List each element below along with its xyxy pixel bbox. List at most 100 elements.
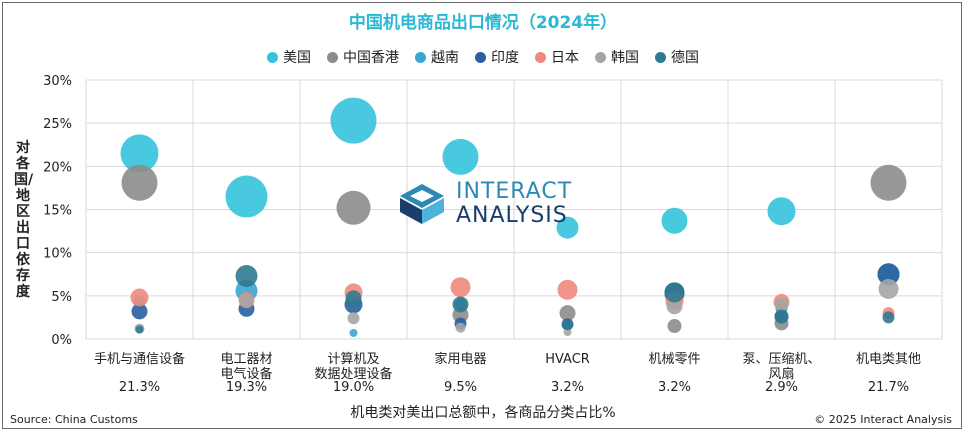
x-category-label-line: 手机与通信设备 bbox=[94, 351, 185, 367]
x-axis-label: 机电类对美出口总额中，各商品分类占比% bbox=[350, 405, 616, 421]
bubble-point bbox=[664, 282, 685, 303]
x-category-label: 电工器材电气设备 bbox=[220, 352, 272, 382]
logo-text: INTERACT ANALYSIS bbox=[456, 180, 572, 228]
legend-label: 中国香港 bbox=[343, 50, 399, 66]
logo-line2: ANALYSIS bbox=[456, 203, 568, 228]
bubble-point bbox=[131, 303, 148, 320]
bubble-point bbox=[559, 305, 576, 322]
legend-item: 中国香港 bbox=[327, 47, 399, 67]
bubble-point bbox=[452, 296, 469, 313]
x-category-label-line: 电气设备 bbox=[220, 366, 272, 382]
logo-icon bbox=[400, 184, 444, 224]
legend-label: 印度 bbox=[491, 50, 519, 66]
legend-item: 日本 bbox=[535, 47, 579, 67]
copyright-text: © 2025 Interact Analysis bbox=[814, 413, 952, 426]
bubble-point bbox=[767, 197, 796, 226]
legend-label: 美国 bbox=[283, 50, 311, 66]
legend-item: 印度 bbox=[475, 47, 519, 67]
legend-swatch bbox=[267, 51, 278, 63]
x-category-label-line: 电工器材 bbox=[220, 352, 272, 367]
y-tick-label: 25% bbox=[43, 117, 72, 132]
x-category-label-line: HVACR bbox=[545, 352, 590, 367]
legend-label: 德国 bbox=[671, 50, 699, 66]
x-category-label-line: 数据处理设备 bbox=[314, 366, 392, 382]
x-category-share: 9.5% bbox=[444, 380, 477, 395]
legend-item: 德国 bbox=[655, 47, 699, 67]
bubble-point bbox=[557, 279, 578, 300]
x-category-label-line: 泵、压缩机、 bbox=[742, 351, 820, 367]
y-tick-label: 20% bbox=[43, 160, 72, 175]
legend-swatch bbox=[327, 51, 338, 63]
legend-swatch bbox=[535, 51, 546, 63]
bubble-point bbox=[455, 322, 466, 333]
bubble-point bbox=[330, 97, 377, 144]
x-category-label-line: 风扇 bbox=[768, 366, 794, 382]
x-category-share: 3.2% bbox=[658, 380, 691, 395]
bubble-point bbox=[556, 216, 579, 239]
x-category-share: 21.7% bbox=[868, 380, 909, 395]
legend-item: 越南 bbox=[415, 47, 459, 67]
bubble-point bbox=[878, 278, 899, 299]
y-tick-label: 0% bbox=[51, 333, 72, 348]
x-category-label: 家用电器 bbox=[434, 351, 486, 367]
bubble-point bbox=[235, 264, 258, 287]
bubble-point bbox=[870, 164, 907, 201]
x-category-label-line: 机电类其他 bbox=[856, 352, 921, 367]
bubble-point bbox=[774, 297, 789, 312]
legend-swatch bbox=[595, 51, 606, 63]
logo-line1: INTERACT bbox=[456, 179, 573, 204]
bubble-point bbox=[442, 138, 479, 175]
y-tick-label: 10% bbox=[43, 247, 72, 262]
bubble-point bbox=[667, 319, 682, 334]
x-category-label: 机电类其他 bbox=[856, 352, 921, 367]
legend-swatch bbox=[475, 51, 486, 63]
bubble-point bbox=[225, 175, 268, 218]
x-category-label: 手机与通信设备 bbox=[94, 351, 185, 367]
x-category-share: 3.2% bbox=[551, 380, 584, 395]
x-category-label-line: 机械零件 bbox=[648, 352, 700, 367]
legend-swatch bbox=[415, 51, 426, 63]
x-category-label-line: 家用电器 bbox=[434, 351, 486, 367]
x-category-label: 泵、压缩机、风扇 bbox=[742, 351, 820, 382]
bubble-point bbox=[120, 134, 159, 173]
x-category-share: 19.3% bbox=[226, 380, 267, 395]
bubble-point bbox=[347, 312, 360, 325]
bubble-point bbox=[135, 325, 144, 334]
x-category-label-line: 计算机及 bbox=[327, 352, 379, 367]
y-tick-label: 30% bbox=[43, 74, 72, 89]
bubble-point bbox=[121, 164, 158, 201]
bubble-point bbox=[877, 263, 900, 286]
bubble-point bbox=[450, 277, 471, 298]
x-category-label: 计算机及数据处理设备 bbox=[314, 352, 392, 382]
bubble-point bbox=[563, 328, 572, 337]
bubble-point bbox=[336, 190, 371, 225]
bubble-point bbox=[666, 298, 683, 315]
y-axis-label: 对各国/地区出口依存度 bbox=[14, 140, 34, 300]
bubble-point bbox=[239, 294, 254, 309]
legend-swatch bbox=[655, 51, 666, 63]
bubble-point bbox=[349, 328, 358, 337]
bubble-point bbox=[562, 320, 573, 331]
source-text: Source: China Customs bbox=[10, 413, 138, 426]
y-tick-label: 15% bbox=[43, 204, 72, 219]
bubble-point bbox=[774, 309, 789, 324]
x-category-label: HVACR bbox=[545, 352, 590, 367]
legend-item: 韩国 bbox=[595, 47, 639, 67]
legend-label: 日本 bbox=[551, 50, 579, 66]
legend-label: 越南 bbox=[431, 50, 459, 66]
chart-title: 中国机电商品出口情况（2024年） bbox=[348, 13, 618, 33]
bubble-point bbox=[345, 290, 362, 307]
bubble-point bbox=[661, 207, 688, 234]
legend-label: 韩国 bbox=[611, 50, 639, 66]
x-category-share: 21.3% bbox=[119, 380, 160, 395]
y-tick-label: 5% bbox=[51, 290, 72, 305]
interact-analysis-logo: INTERACT ANALYSIS bbox=[398, 180, 572, 228]
x-category-label: 机械零件 bbox=[648, 352, 700, 367]
bubble-point bbox=[882, 311, 895, 324]
legend-item: 美国 bbox=[267, 47, 311, 67]
legend: 美国 中国香港 越南 印度 日本 韩国 德国 bbox=[0, 47, 966, 67]
bubble-point bbox=[130, 288, 149, 307]
x-category-share: 19.0% bbox=[333, 380, 374, 395]
